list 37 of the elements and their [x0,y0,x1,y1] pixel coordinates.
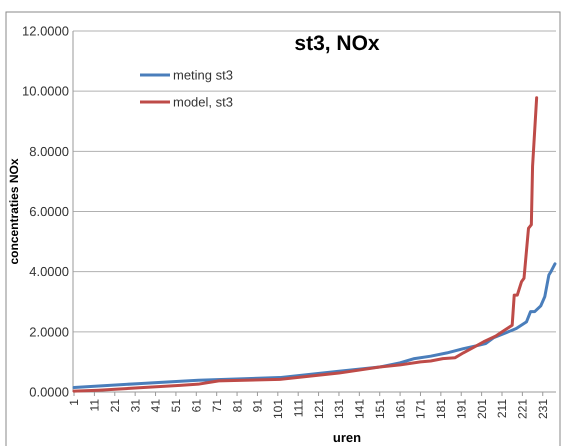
x-tick-label: 81 [230,398,244,412]
legend-label: meting st3 [173,68,233,83]
x-tick-label: 71 [210,398,224,412]
x-tick-label: 161 [393,398,408,420]
x-tick-label: 121 [312,398,326,420]
x-tick-label: 101 [271,398,286,420]
y-tick-label: 0.0000 [29,384,69,400]
y-tick-label: 2.0000 [29,324,69,340]
x-tick-label: 221 [516,398,530,420]
x-tick-label: 21 [108,398,122,412]
x-axis-title: uren [332,430,362,445]
y-tick-label: 6.0000 [29,204,69,220]
x-tick-label: 11 [88,398,102,412]
legend-label: model, st3 [173,94,233,110]
x-tick-label: 201 [474,398,489,420]
y-axis-title: concentraties NOx [7,158,22,265]
line-series [72,96,538,393]
chart-title: st3, NOx [294,32,380,55]
x-tick-label: 61 [189,398,204,412]
x-tick-label: 31 [128,398,142,412]
x-tick-label: 231 [536,398,550,420]
x-tick-label: 1 [67,398,82,406]
y-tick-label: 10.0000 [22,84,69,99]
y-tick-label: 4.0000 [29,264,69,280]
y-tick-label: 8.0000 [29,144,69,159]
x-tick-label: 171 [414,398,428,420]
x-tick-label: 111 [291,398,306,418]
x-tick-label: 151 [372,398,387,420]
y-tick-label: 12.0000 [22,24,69,39]
x-tick-label: 51 [169,398,184,412]
x-tick-label: 191 [454,398,468,420]
x-tick-label: 181 [434,398,448,420]
x-tick-label: 211 [495,398,510,418]
x-tick-label: 41 [148,398,163,412]
x-tick-label: 141 [352,398,367,420]
x-tick-label: 131 [332,398,346,420]
x-tick-label: 91 [250,398,265,412]
